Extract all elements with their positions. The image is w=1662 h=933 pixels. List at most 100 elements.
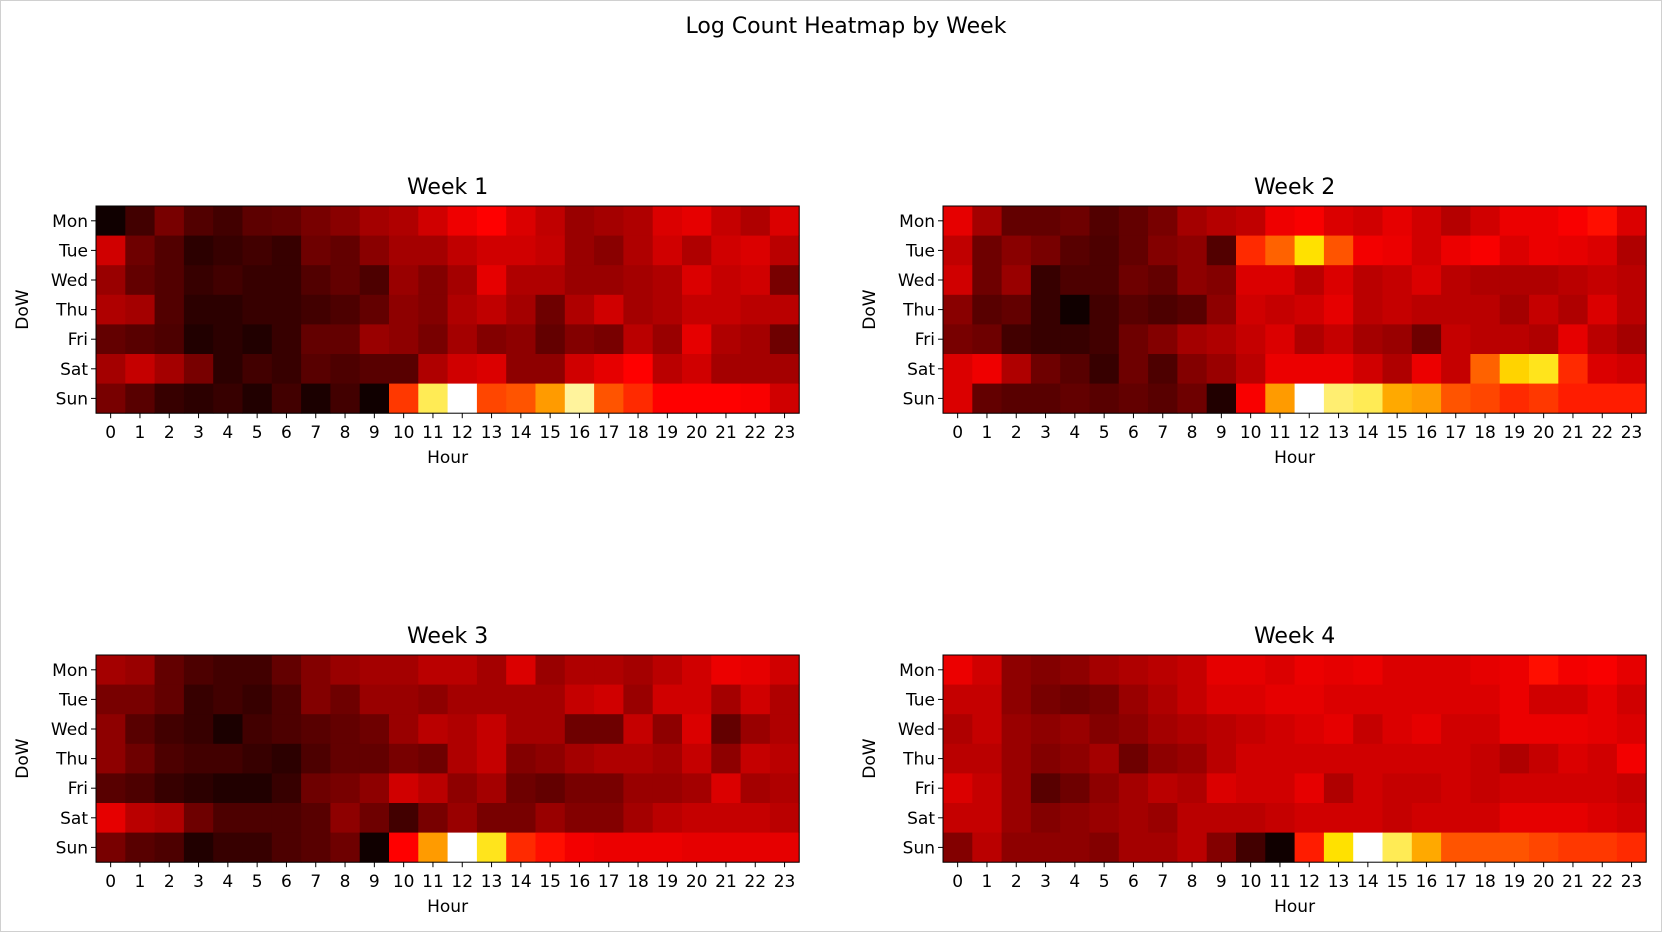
heatmap-cell (711, 235, 741, 266)
x-tick-label: 5 (1099, 872, 1110, 892)
heatmap-cell (972, 655, 1002, 685)
heatmap-cell (1470, 354, 1501, 384)
heatmap-cell (183, 714, 214, 745)
heatmap-cell (1089, 235, 1120, 266)
x-tick-label: 2 (164, 872, 175, 892)
heatmap-cell (301, 383, 331, 414)
heatmap-cell (242, 773, 273, 804)
heatmap-cell (769, 773, 800, 804)
heatmap-cell (1616, 714, 1647, 745)
heatmap-cell (711, 265, 741, 296)
x-tick-label: 20 (686, 872, 708, 892)
heatmap-cell (1558, 803, 1588, 833)
heatmap-cell (1499, 684, 1530, 715)
heatmap-cell (1177, 832, 1208, 863)
heatmap-cell (1323, 383, 1354, 414)
heatmap-cell (183, 773, 214, 804)
heatmap-cell (418, 235, 448, 266)
heatmap-cell (1089, 206, 1120, 236)
heatmap-cell (271, 655, 302, 685)
heatmap-cell (1089, 655, 1120, 685)
heatmap-cell (242, 832, 273, 863)
heatmap-cell (359, 324, 390, 355)
heatmap-cell (594, 803, 624, 833)
heatmap-cell (476, 383, 507, 414)
x-tick-label: 15 (539, 423, 561, 443)
heatmap-cell (213, 265, 243, 296)
heatmap-cell (1294, 265, 1325, 296)
heatmap-cell (1089, 294, 1120, 325)
x-tick-label: 4 (222, 423, 233, 443)
heatmap-cell (1441, 743, 1471, 774)
heatmap-cell (1060, 324, 1090, 355)
heatmap-cell (1001, 655, 1032, 685)
heatmap-cell (1529, 773, 1559, 804)
heatmap-cell (506, 354, 536, 384)
heatmap-cell (535, 383, 566, 414)
heatmap-cell (1030, 265, 1061, 296)
heatmap-cell (943, 324, 973, 355)
x-tick-label: 6 (1128, 872, 1139, 892)
heatmap-cell (1382, 803, 1413, 833)
heatmap-cell (1148, 743, 1178, 774)
heatmap-cell (1529, 294, 1559, 325)
heatmap-cell (1441, 324, 1471, 355)
y-tick-label: Sun (903, 389, 935, 409)
heatmap-cell (1470, 235, 1501, 266)
heatmap-cell (1499, 206, 1530, 236)
heatmap-cell (96, 206, 126, 236)
heatmap-cell (1470, 265, 1501, 296)
heatmap-cell (1382, 265, 1413, 296)
heatmap-cell (1382, 743, 1413, 774)
y-tick-label: Wed (51, 271, 88, 291)
heatmap-cell (740, 773, 771, 804)
heatmap-cell (682, 655, 712, 685)
heatmap-cell (1118, 235, 1149, 266)
heatmap-cell (1030, 294, 1061, 325)
x-tick-label: 22 (1591, 423, 1613, 443)
heatmap-cell (1294, 743, 1325, 774)
heatmap-cell (330, 655, 361, 685)
heatmap-cell (1148, 655, 1178, 685)
heatmap-cell (1118, 206, 1149, 236)
heatmap-cell (1499, 354, 1530, 384)
x-tick-label: 8 (340, 423, 351, 443)
x-tick-label: 15 (539, 872, 561, 892)
heatmap-cell (1118, 803, 1149, 833)
heatmap-cell (96, 324, 126, 355)
heatmap-cell (740, 714, 771, 745)
heatmap-cell (330, 684, 361, 715)
heatmap-cell (769, 714, 800, 745)
heatmap-cell (1030, 354, 1061, 384)
x-tick-label: 12 (1298, 872, 1320, 892)
heatmap-cell (418, 294, 448, 325)
heatmap-cell (1382, 206, 1413, 236)
heatmap-cell (1411, 655, 1442, 685)
heatmap-cell (1236, 324, 1266, 355)
heatmap-cell (1382, 832, 1413, 863)
heatmap-cell (1118, 294, 1149, 325)
x-tick-label: 8 (1187, 423, 1198, 443)
heatmap-cell (1499, 383, 1530, 414)
x-tick-label: 2 (1011, 423, 1022, 443)
heatmap-cell (1206, 803, 1237, 833)
heatmap-cell (183, 383, 214, 414)
y-tick-label: Sun (56, 389, 88, 409)
heatmap-cell (96, 655, 126, 685)
heatmap-cell (623, 684, 654, 715)
heatmap-cell (682, 294, 712, 325)
heatmap-cell (389, 206, 419, 236)
x-tick-label: 12 (451, 423, 473, 443)
heatmap-cell (1001, 324, 1032, 355)
heatmap-cell (623, 354, 654, 384)
heatmap-cell (154, 832, 185, 863)
heatmap-cell (1499, 714, 1530, 745)
heatmap-cell (769, 265, 800, 296)
heatmap-cell (1177, 383, 1208, 414)
heatmap-cell (96, 832, 126, 863)
heatmap-cell (506, 684, 536, 715)
heatmap-cell (652, 383, 683, 414)
heatmap-cell (359, 354, 390, 384)
heatmap-cell (943, 235, 973, 266)
